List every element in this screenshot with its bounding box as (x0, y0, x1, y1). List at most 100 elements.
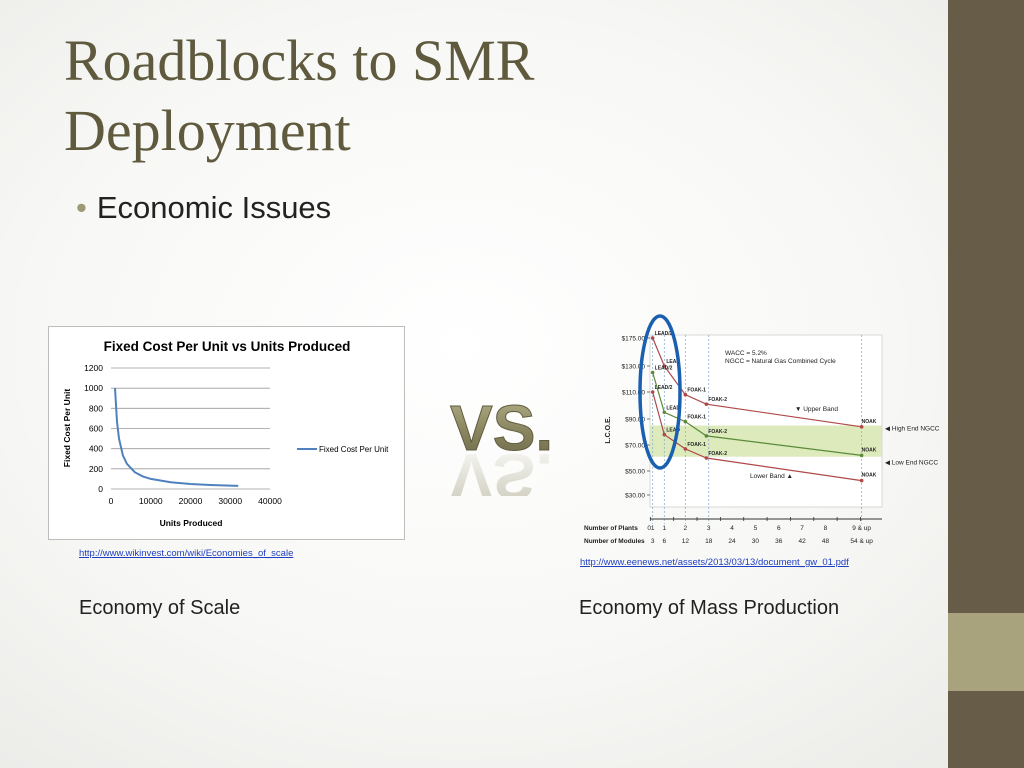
chart2-data-point (683, 419, 688, 424)
chart2-data-point (704, 434, 709, 438)
vs-text: VS. (450, 392, 553, 464)
chart2-data-point (650, 336, 655, 340)
chart2-plants-tick: 9 & up (852, 525, 871, 532)
chart2-point-label: LEAD/2 (655, 366, 673, 372)
chart2-y-tick: $130.00 (622, 364, 646, 371)
chart2-plants-tick: 8 (824, 525, 828, 532)
chart1-x-tick: 10000 (139, 496, 163, 506)
chart1-series-line (114, 388, 239, 487)
chart2-y-tick: $90.00 (625, 417, 645, 424)
chart2-data-point (662, 364, 667, 368)
chart1-y-axis-label: Fixed Cost Per Unit (62, 389, 72, 468)
chart2-plants-tick: 0 (647, 525, 651, 532)
chart2-plants-tick: 5 (754, 525, 758, 532)
chart2-ngcc-label: ◀ High End NGCC (885, 426, 940, 433)
chart2-data-point (662, 410, 667, 415)
chart2-highlight-ellipse (638, 314, 682, 470)
chart2-plants-tick: 1 (651, 525, 655, 532)
chart2-plants-tick: 7 (800, 525, 804, 532)
chart2-ngcc-label: ◀ Low End NGCC (885, 459, 938, 466)
lcoe-chart: $30.00 $50.00 $70.00 $90.00 $110.00 $130.00 $1… (576, 312, 948, 552)
chart1-x-tick: 20000 (179, 496, 203, 506)
chart2-modules-tick: 42 (798, 538, 806, 545)
chart1-x-axis-label: Units Produced (160, 518, 223, 528)
bullet-text: Economic Issues (96, 190, 332, 225)
chart2-point-label: NOAK (862, 447, 877, 453)
chart2-data-point (650, 390, 655, 394)
chart2-note: WACC = 5.2% (725, 350, 767, 357)
chart1-title: Fixed Cost Per Unit vs Units Produced (104, 339, 351, 354)
chart2-point-label: NOAK (862, 419, 877, 425)
bullet-item: • Economic Issues (76, 190, 331, 226)
chart2-point-label: LEAD (666, 359, 680, 365)
chart2-modules-tick: 24 (728, 538, 736, 545)
chart2-modules-tick: 54 & up (850, 538, 873, 545)
chart2-data-point (650, 370, 655, 375)
chart2-point-label: LEAD (666, 405, 680, 411)
chart2-plants-tick: 2 (684, 525, 688, 532)
chart2-plants-tick: 6 (777, 525, 781, 532)
chart2-data-point (683, 392, 688, 397)
chart2-modules-tick: 36 (775, 538, 783, 545)
chart2-modules-tick: 12 (682, 538, 690, 545)
chart1-y-tick: 0 (98, 484, 103, 494)
chart1-legend-label: Fixed Cost Per Unit (319, 445, 389, 454)
chart2-point-label: FOAK-1 (687, 415, 706, 421)
slide-title: Roadblocks to SMR Deployment (64, 28, 535, 163)
chart2-plants-tick: 1 (663, 525, 667, 532)
chart2-point-label: FOAK-2 (708, 451, 727, 457)
chart2-y-tick: $30.00 (625, 493, 645, 500)
chart2-plants-tick: 3 (707, 525, 711, 532)
chart2-y-tick: $175.00 (622, 336, 646, 343)
chart2-y-tick: $110.00 (622, 390, 645, 397)
economy-of-scale-caption: Economy of Scale (79, 597, 241, 619)
chart2-modules-tick: 48 (822, 538, 830, 545)
chart2-y-axis-label: L.C.O.E. (605, 416, 612, 443)
chart2-data-point (859, 453, 864, 458)
chart2-data-point (704, 402, 709, 406)
eenews-link[interactable]: http://www.eenews.net/assets/2013/03/13/… (580, 557, 849, 568)
chart1-y-tick: 1000 (84, 383, 103, 393)
chart2-plants-tick: 4 (730, 525, 734, 532)
economy-of-mass-production-caption: Economy of Mass Production (579, 597, 840, 619)
chart2-modules-tick: 30 (752, 538, 760, 545)
chart2-point-label: FOAK-2 (708, 429, 727, 435)
chart2-modules-tick: 18 (705, 538, 713, 545)
chart2-modules-tick: 6 (663, 538, 667, 545)
chart2-ngcc-band (650, 425, 882, 457)
chart2-data-point (683, 447, 688, 451)
chart2-point-label: NOAK (862, 473, 877, 479)
chart2-upper-band-label: ▼ Upper Band (795, 406, 838, 413)
chart1-x-tick: 0 (109, 496, 114, 506)
fixed-cost-chart: Fixed Cost Per Unit vs Units Produced 0 20… (48, 326, 405, 540)
fixed-cost-chart-svg: Fixed Cost Per Unit vs Units Produced 0 20… (62, 339, 389, 528)
chart1-y-tick: 800 (89, 403, 103, 413)
chart2-data-point (859, 425, 864, 429)
chart1-x-tick: 40000 (258, 496, 282, 506)
chart2-point-label: FOAK-1 (687, 442, 706, 448)
chart2-point-label: LEAD/2 (655, 331, 673, 337)
lcoe-chart-svg: $30.00 $50.00 $70.00 $90.00 $110.00 $130.00 $1… (584, 314, 940, 545)
vs-reflection: VS. (450, 440, 553, 496)
chart1-y-tick: 1200 (84, 363, 103, 373)
chart2-data-point (859, 478, 864, 483)
chart2-lower-band-label: Lower Band ▲ (750, 473, 793, 480)
chart2-modules-tick: 3 (651, 538, 655, 545)
vs-graphic: VS. VS. (450, 392, 554, 497)
chart2-point-label: LEAD (666, 428, 680, 434)
chart2-note: NGCC = Natural Gas Combined Cycle (725, 358, 836, 365)
chart1-y-tick: 600 (89, 424, 103, 434)
chart2-point-label: FOAK-2 (708, 397, 727, 403)
wikinvest-link[interactable]: http://www.wikinvest.com/wiki/Economies_… (79, 548, 294, 559)
chart2-data-point (662, 432, 667, 437)
sidebar-accent-block (948, 613, 1024, 691)
bullet-dot-icon: • (76, 190, 87, 225)
chart1-y-tick: 400 (89, 444, 103, 454)
chart1-y-tick: 200 (89, 464, 103, 474)
chart2-row-label: Number of Plants (584, 525, 638, 532)
chart2-data-point (704, 456, 709, 460)
chart2-y-tick: $50.00 (625, 469, 645, 476)
chart2-y-tick: $70.00 (625, 443, 645, 450)
chart2-point-label: FOAK-1 (687, 388, 706, 394)
chart1-x-tick: 30000 (218, 496, 242, 506)
